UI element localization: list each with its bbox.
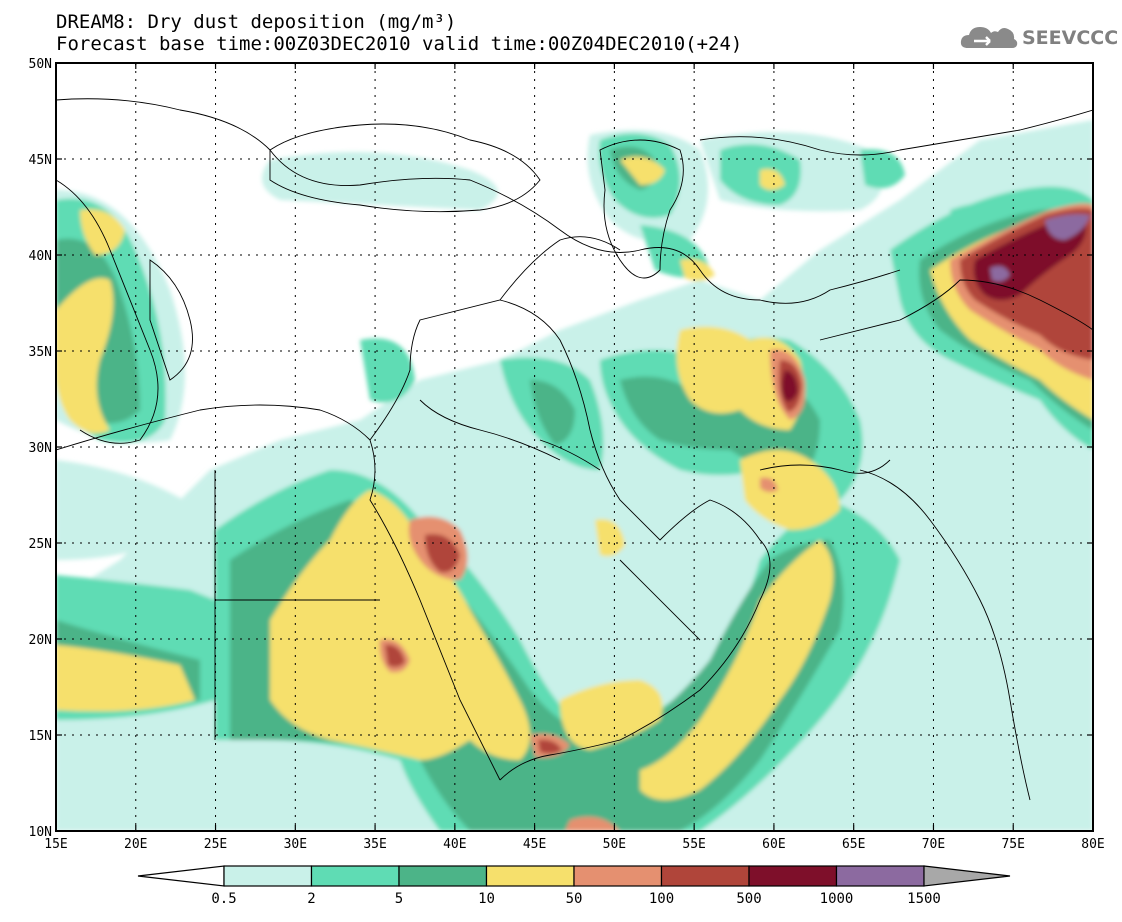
lon-label: 60E	[762, 837, 785, 852]
colorbar-label: 50	[566, 891, 583, 907]
colorbar-label: 100	[649, 891, 674, 907]
latitude-axis: 50N 45N 40N 35N 30N 25N 20N 15N 10N	[29, 57, 1093, 840]
lon-label: 80E	[1081, 837, 1104, 852]
colorbar-segment	[573, 865, 663, 887]
colorbar-label: 500	[736, 891, 761, 907]
lat-label: 30N	[29, 441, 52, 456]
lat-label: 10N	[29, 825, 52, 840]
coastlines-borders	[56, 98, 1093, 801]
colorbar-segment	[485, 865, 575, 887]
lon-label: 40E	[443, 837, 466, 852]
lon-label: 35E	[363, 837, 386, 852]
colorbar-segment	[748, 865, 838, 887]
lat-label: 40N	[29, 249, 52, 264]
lat-label: 25N	[29, 537, 52, 552]
map-title: DREAM8: Dry dust deposition (mg/m³)	[56, 11, 457, 33]
lat-label: 50N	[29, 57, 52, 72]
lon-label: 25E	[204, 837, 227, 852]
colorbar-segment	[398, 865, 488, 887]
logo-text: SEEVCCC	[1022, 27, 1119, 49]
lon-label: 65E	[842, 837, 865, 852]
colorbar-segment	[835, 865, 925, 887]
lon-label: 30E	[284, 837, 307, 852]
level-1000-1500	[990, 214, 1090, 282]
colorbar-segment	[660, 865, 750, 887]
colorbar-high-triangle	[923, 865, 1011, 887]
colorbar-label: 1500	[907, 891, 941, 907]
lat-label: 20N	[29, 633, 52, 648]
dust-field	[56, 120, 1093, 831]
longitude-axis: 15E 20E 25E 30E 35E 40E 45E 50E 55E 60E 65E 70E 75E 8…	[44, 63, 1105, 852]
lon-label: 50E	[603, 837, 626, 852]
colorbar-label: 2	[307, 891, 315, 907]
colorbar: 0.5 2 5 10 50 100 500 1000 1500	[137, 865, 1011, 907]
colorbar-segment	[310, 865, 400, 887]
colorbar-label: 10	[478, 891, 495, 907]
lat-label: 35N	[29, 345, 52, 360]
lat-label: 15N	[29, 729, 52, 744]
graticule	[56, 63, 1093, 831]
lon-label: 75E	[1001, 837, 1024, 852]
cloud-icon	[960, 27, 1018, 48]
colorbar-label: 0.5	[211, 891, 236, 907]
lon-label: 20E	[124, 837, 147, 852]
forecast-time-subtitle: Forecast base time:00Z03DEC2010 valid ti…	[56, 33, 743, 55]
colorbar-segment	[223, 865, 313, 887]
lon-label: 45E	[523, 837, 546, 852]
colorbar-label: 1000	[820, 891, 854, 907]
lon-label: 55E	[682, 837, 705, 852]
colorbar-label: 5	[395, 891, 403, 907]
lon-label: 15E	[44, 837, 67, 852]
lat-label: 45N	[29, 153, 52, 168]
seevccc-logo: SEEVCCC	[960, 24, 1118, 52]
colorbar-low-triangle	[137, 865, 225, 887]
lon-label: 70E	[922, 837, 945, 852]
